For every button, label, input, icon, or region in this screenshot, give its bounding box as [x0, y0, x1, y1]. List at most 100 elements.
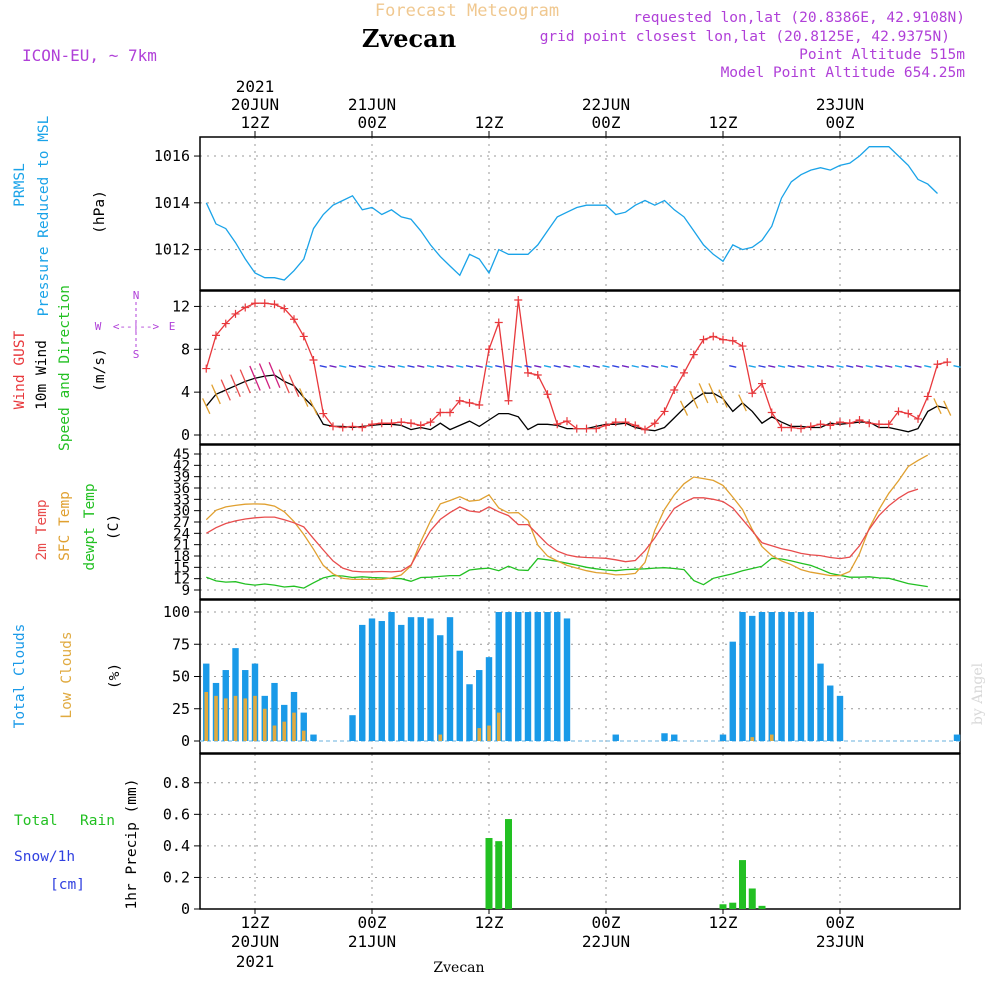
- wind-arrow: [534, 365, 542, 368]
- total-cloud-bar: [554, 612, 561, 741]
- ytick-label: 9: [182, 583, 190, 599]
- wind-arrow: [679, 400, 689, 416]
- gust-marker: [241, 303, 250, 312]
- gust-marker: [280, 304, 289, 313]
- svg-text:E: E: [169, 320, 176, 333]
- gust-marker: [221, 319, 230, 328]
- total-cloud-bar: [485, 657, 493, 741]
- ytick-label: 0.8: [163, 774, 190, 792]
- total-cloud-bar: [953, 734, 961, 741]
- t2m-label: 2m Temp: [34, 499, 50, 560]
- wind-arrow: [211, 384, 221, 405]
- wind-arrow: [651, 365, 659, 368]
- gust-marker: [377, 419, 386, 428]
- ytick-label: 75: [172, 635, 190, 653]
- gust-marker: [631, 421, 640, 430]
- wind-arrow: [836, 365, 844, 368]
- ytick-label: 8: [181, 340, 190, 358]
- gust-marker: [572, 424, 581, 433]
- ytick-label: 15: [173, 560, 190, 576]
- total-cloud-bar: [407, 617, 415, 741]
- ytick-label: 0.6: [163, 805, 190, 823]
- gust-marker: [251, 299, 259, 308]
- wind-arrow: [278, 369, 290, 394]
- bottom-date-label: 20JUN: [231, 932, 279, 951]
- rain-label: Rain: [80, 813, 115, 829]
- bottom-hour-label: 00Z: [826, 913, 855, 932]
- wind-arrow: [846, 365, 854, 368]
- wind-arrow: [309, 399, 318, 415]
- ytick-label: 42: [173, 458, 190, 474]
- total-cloud-bar: [456, 650, 463, 741]
- total-cloud-bar: [797, 612, 805, 741]
- total-cloud-bar: [398, 624, 405, 741]
- wind-arrow: [202, 398, 211, 415]
- total-cloud-bar: [768, 612, 775, 741]
- gust-marker: [446, 408, 454, 417]
- wind-arrow: [641, 365, 649, 368]
- panel-frame: [199, 444, 961, 600]
- bottom-hour-label: 00Z: [592, 913, 621, 932]
- wind-arrow: [924, 365, 932, 368]
- rain-bar: [729, 902, 737, 909]
- wind-arrow: [631, 365, 639, 368]
- ytick-label: 50: [172, 668, 190, 686]
- gust-marker: [914, 414, 922, 423]
- gust-marker: [894, 407, 903, 416]
- ytick-label: 0.2: [163, 868, 190, 886]
- top-year: 2021: [236, 77, 275, 96]
- wind-arrow: [758, 365, 766, 368]
- cloud-labels: Total Clouds Low Clouds (%): [12, 624, 123, 729]
- ytick-label: 25: [172, 700, 190, 718]
- ytick-label: 0: [181, 732, 190, 750]
- low-cloud-bar: [214, 695, 218, 741]
- total-cloud-bar: [466, 684, 473, 741]
- station-name: Zvecan: [362, 24, 456, 53]
- wind-arrow: [729, 365, 737, 368]
- gust-marker: [514, 296, 523, 304]
- low-cloud-bar: [750, 737, 755, 741]
- wind-arrow: [943, 400, 952, 416]
- gust-marker: [494, 318, 503, 327]
- gust-marker: [777, 423, 786, 432]
- total-cloud-bar: [476, 670, 483, 741]
- ytick-label: 30: [173, 504, 190, 520]
- gust-marker: [943, 358, 952, 367]
- prmsl-label: PRMSL: [12, 163, 28, 207]
- bottom-hour-label: 12Z: [241, 913, 270, 932]
- gust-marker: [738, 342, 747, 351]
- wind-arrow: [660, 365, 669, 368]
- wind-arrow: [495, 365, 503, 368]
- ytick-label: 1016: [154, 147, 190, 165]
- gust-marker: [309, 356, 318, 364]
- cloud-series: [200, 612, 961, 742]
- wind-arrow: [348, 365, 357, 368]
- ytick-label: 36: [173, 481, 190, 497]
- top-hour-label: 00Z: [592, 113, 621, 132]
- low-cloud-bar: [204, 691, 209, 741]
- wind-unit: (m/s): [92, 348, 108, 392]
- low-cloud-bar: [262, 708, 267, 741]
- wind-arrow: [894, 365, 903, 368]
- bottom-date-label: 22JUN: [582, 932, 630, 951]
- ytick-label: 33: [173, 492, 190, 508]
- total-cloud-bar: [232, 648, 239, 741]
- svg-text:S: S: [133, 348, 140, 361]
- gust-marker: [475, 401, 484, 409]
- total-cloud-bar: [359, 624, 366, 741]
- total-cloud-bar: [827, 685, 834, 741]
- pressure-panel: 1012 1014 1016: [154, 136, 961, 291]
- low-cloud-bar: [223, 698, 228, 741]
- precip-panel: 0 0.2 0.4 0.6 0.8: [163, 753, 961, 918]
- gust-marker: [826, 421, 835, 430]
- gust-marker: [260, 299, 269, 308]
- gust-marker: [212, 331, 220, 340]
- gust-marker: [806, 422, 815, 431]
- low-cloud-bar: [301, 730, 306, 741]
- ytick-label: 27: [173, 515, 190, 531]
- low-cloud-bar: [487, 725, 491, 741]
- total-cloud-bar: [778, 612, 785, 741]
- panel-frame: [199, 753, 961, 910]
- sfc-label: SFC Temp: [57, 491, 73, 561]
- wind-arrow: [417, 365, 425, 368]
